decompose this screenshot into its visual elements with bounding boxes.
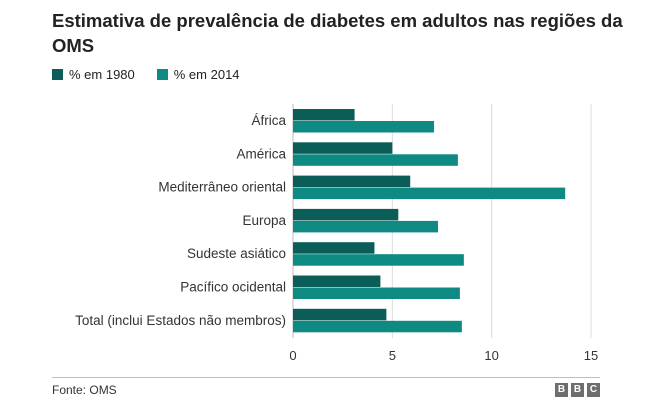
x-tick-label: 5 bbox=[389, 348, 396, 363]
bar-2014 bbox=[293, 220, 439, 233]
legend-swatch-2014 bbox=[156, 68, 168, 80]
x-tick-label: 15 bbox=[584, 348, 598, 363]
bbc-logo-letter: B bbox=[555, 383, 568, 397]
legend-item-2014: % em 2014 bbox=[156, 66, 240, 82]
source-note: Fonte: OMS bbox=[52, 383, 117, 397]
legend-label-1980: % em 1980 bbox=[69, 66, 135, 82]
bar-1980 bbox=[293, 275, 381, 287]
bar-1980 bbox=[293, 109, 355, 121]
bar-2014 bbox=[293, 154, 458, 166]
legend-swatch-1980 bbox=[52, 68, 63, 80]
category-label: Sudeste asiático bbox=[187, 246, 286, 261]
bar-2014 bbox=[293, 121, 435, 133]
legend-item-1980: % em 1980 bbox=[52, 67, 135, 82]
bar-1980 bbox=[293, 175, 411, 188]
source-divider bbox=[52, 377, 600, 378]
x-tick-label: 0 bbox=[289, 348, 296, 363]
bbc-logo-letter: B bbox=[571, 383, 584, 397]
category-label: África bbox=[251, 113, 286, 128]
category-label: Pacífico ocidental bbox=[180, 280, 286, 295]
bbc-logo-letter: C bbox=[587, 383, 600, 397]
category-label: Total (inclui Estados não membros) bbox=[75, 313, 286, 328]
bar-1980 bbox=[293, 142, 393, 154]
bar-2014 bbox=[293, 320, 462, 333]
category-label: América bbox=[236, 146, 286, 161]
bar-2014 bbox=[293, 254, 464, 266]
bar-1980 bbox=[293, 208, 399, 221]
bar-1980 bbox=[293, 242, 375, 254]
bbc-logo: B B C bbox=[555, 383, 600, 397]
chart-legend: % em 1980 % em 2014 bbox=[52, 65, 262, 83]
x-tick-label: 10 bbox=[484, 348, 498, 363]
legend-label-2014: % em 2014 bbox=[173, 66, 240, 82]
bar-2014 bbox=[293, 187, 566, 200]
bar-1980 bbox=[293, 308, 387, 321]
category-label: Mediterrâneo oriental bbox=[158, 180, 286, 195]
chart-title: Estimativa de prevalência de diabetes em… bbox=[52, 10, 623, 56]
category-label: Europa bbox=[242, 213, 286, 228]
bar-2014 bbox=[293, 287, 460, 299]
